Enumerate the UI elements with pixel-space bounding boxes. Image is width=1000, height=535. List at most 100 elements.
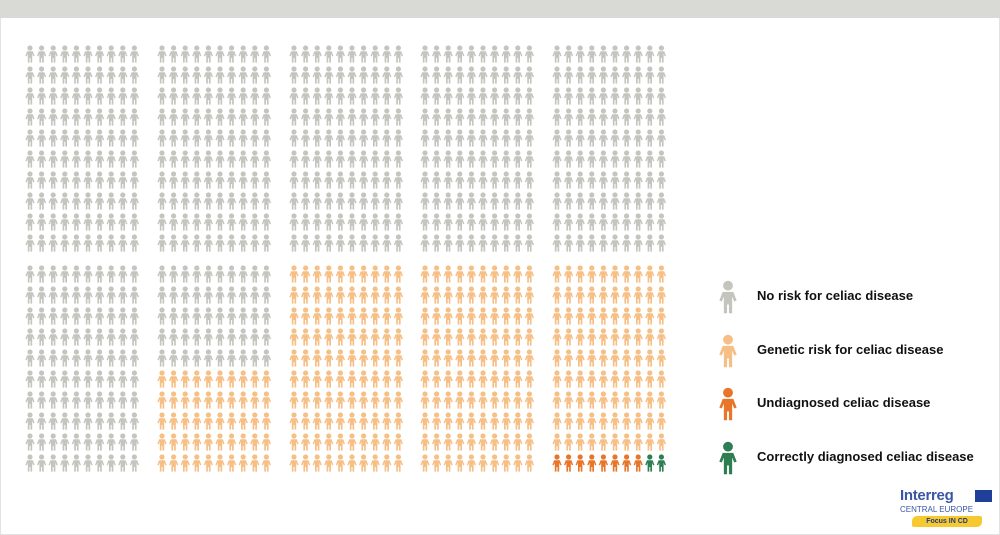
person-mark-genetic-risk [490,349,500,367]
person-mark-no-risk [129,391,139,409]
person-mark-no-risk [312,150,322,168]
person-mark-no-risk [129,150,139,168]
person-mark-no-risk [169,108,179,126]
person-mark-genetic-risk [382,307,392,325]
person-mark-no-risk [513,171,523,189]
person-icon [718,387,738,421]
person-mark-no-risk [118,286,128,304]
person-mark-no-risk [443,45,453,63]
person-mark-genetic-risk [466,454,476,472]
person-mark-no-risk [83,150,93,168]
person-mark-no-risk [633,192,643,210]
person-mark-genetic-risk [587,349,597,367]
person-mark-genetic-risk [393,265,403,283]
person-mark-no-risk [118,328,128,346]
person-mark-no-risk [169,328,179,346]
person-mark-no-risk [106,192,116,210]
person-mark-no-risk [250,171,260,189]
person-mark-genetic-risk [359,370,369,388]
person-mark-genetic-risk [312,412,322,430]
person-mark-genetic-risk [552,370,562,388]
person-mark-no-risk [524,213,534,231]
person-mark-no-risk [393,129,403,147]
person-mark-genetic-risk [622,328,632,346]
person-mark-no-risk [382,108,392,126]
person-mark-no-risk [587,234,597,252]
person-mark-no-risk [215,307,225,325]
person-mark-no-risk [455,129,465,147]
person-mark-no-risk [238,265,248,283]
person-mark-no-risk [25,213,35,231]
person-mark-no-risk [261,192,271,210]
person-mark-no-risk [587,150,597,168]
person-mark-genetic-risk [656,307,666,325]
person-mark-genetic-risk [656,328,666,346]
person-mark-no-risk [393,234,403,252]
logo-title: Interreg [900,487,954,504]
person-mark-no-risk [501,171,511,189]
person-mark-no-risk [37,213,47,231]
person-mark-genetic-risk [347,286,357,304]
person-mark-no-risk [227,87,237,105]
person-mark-no-risk [656,213,666,231]
person-mark-no-risk [261,234,271,252]
person-mark-no-risk [71,66,81,84]
person-mark-no-risk [656,129,666,147]
person-mark-genetic-risk [552,265,562,283]
person-mark-no-risk [513,234,523,252]
person-mark-no-risk [180,150,190,168]
person-mark-no-risk [359,129,369,147]
person-mark-genetic-risk [552,433,562,451]
person-mark-no-risk [420,45,430,63]
person-mark-genetic-risk [466,265,476,283]
person-mark-no-risk [203,286,213,304]
person-mark-genetic-risk [359,433,369,451]
person-mark-genetic-risk [443,391,453,409]
person-mark-no-risk [106,412,116,430]
person-mark-no-risk [335,66,345,84]
person-mark-no-risk [48,265,58,283]
person-mark-no-risk [656,108,666,126]
person-mark-no-risk [261,45,271,63]
person-mark-no-risk [324,45,334,63]
person-mark-no-risk [83,370,93,388]
person-mark-no-risk [622,213,632,231]
person-mark-no-risk [48,349,58,367]
person-mark-no-risk [501,213,511,231]
person-mark-no-risk [645,171,655,189]
person-mark-no-risk [443,108,453,126]
person-mark-no-risk [71,412,81,430]
person-mark-no-risk [37,171,47,189]
person-mark-no-risk [289,213,299,231]
person-mark-no-risk [157,150,167,168]
person-mark-no-risk [289,171,299,189]
person-mark-no-risk [37,66,47,84]
person-mark-genetic-risk [633,349,643,367]
person-mark-no-risk [60,192,70,210]
person-mark-no-risk [215,265,225,283]
person-mark-no-risk [25,370,35,388]
person-mark-no-risk [335,150,345,168]
person-mark-no-risk [382,171,392,189]
person-mark-genetic-risk [478,286,488,304]
person-mark-genetic-risk [466,307,476,325]
person-mark-no-risk [25,328,35,346]
person-mark-no-risk [490,213,500,231]
person-mark-no-risk [633,45,643,63]
person-mark-no-risk [48,45,58,63]
person-mark-genetic-risk [192,391,202,409]
person-mark-no-risk [564,192,574,210]
person-mark-no-risk [48,328,58,346]
person-mark-no-risk [83,307,93,325]
person-mark-no-risk [118,192,128,210]
person-mark-no-risk [466,45,476,63]
person-mark-genetic-risk [587,370,597,388]
person-mark-no-risk [60,108,70,126]
person-mark-no-risk [129,45,139,63]
person-mark-no-risk [564,234,574,252]
person-mark-no-risk [610,171,620,189]
person-mark-genetic-risk [289,454,299,472]
person-mark-no-risk [37,265,47,283]
person-mark-no-risk [180,129,190,147]
person-mark-genetic-risk [466,349,476,367]
